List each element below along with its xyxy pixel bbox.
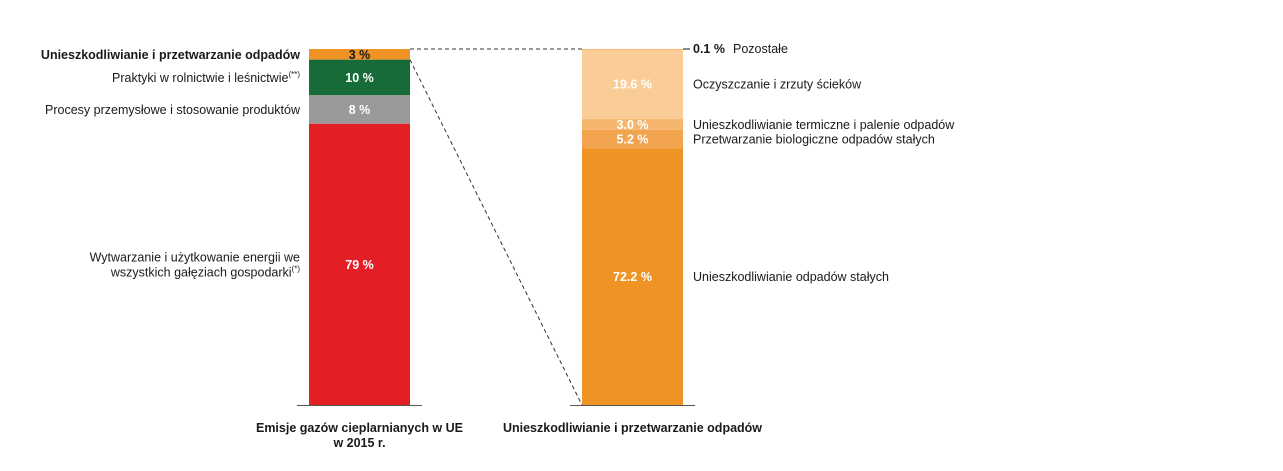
category-label: Oczyszczanie i zrzuty ścieków xyxy=(693,78,862,92)
connector-lines xyxy=(409,48,583,406)
data-label: 79 % xyxy=(345,258,374,272)
bar-captions: Emisje gazów cieplarnianych w UEw 2015 r… xyxy=(256,405,762,450)
x-axis-label: Unieszkodliwianie i przetwarzanie odpadó… xyxy=(503,421,762,435)
x-axis-label: w 2015 r. xyxy=(332,436,385,450)
bar-segment-wytwarzanie-i-uzytkowanie-energii-we-wszystkich-galeziach-gospodarki xyxy=(309,123,410,405)
category-label: Pozostałe xyxy=(733,42,788,56)
footnote-marker: (*) xyxy=(292,264,301,273)
category-label: Przetwarzanie biologiczne odpadów stałyc… xyxy=(693,132,935,146)
right-stacked-bar: 0.1 % Pozostałe 19.6 % Oczyszczanie i zrzut… xyxy=(582,42,955,405)
category-label: Praktyki w rolnictwie i leśnictwie(**) xyxy=(112,70,300,85)
data-label: 3.0 % xyxy=(617,118,649,132)
footnote-marker: (**) xyxy=(288,70,300,79)
category-label: Procesy przemysłowe i stosowanie produkt… xyxy=(45,103,301,117)
bar-segment-oczyszczanie-i-zrzuty-sciekow xyxy=(582,49,683,120)
data-label: 10 % xyxy=(345,71,374,85)
bar-segment-przetwarzanie-biologiczne-odpadow-stalych xyxy=(582,129,683,149)
data-label: 3 % xyxy=(349,48,371,62)
bar-segment-unieszkodliwianie-odpadow-stalych xyxy=(582,148,683,405)
connector-line-bottom xyxy=(409,59,583,406)
category-label: Unieszkodliwianie i przetwarzanie odpadó… xyxy=(41,48,300,62)
bar-segment-praktyki-w-rolnictwie-i-lesnictwie xyxy=(309,59,410,96)
bar-segment-unieszkodliwianie-termiczne-i-palenie-odpadow xyxy=(582,119,683,130)
data-label: 0.1 % xyxy=(693,42,725,56)
bar-segment-procesy-przemyslowe-i-stosowanie-produktow xyxy=(309,95,410,124)
category-label: wszystkich gałęziach gospodarki(*) xyxy=(110,264,300,279)
bar-segment-unieszkodliwianie-i-przetwarzanie-odpadow xyxy=(309,49,410,60)
x-axis-label: Emisje gazów cieplarnianych w UE xyxy=(256,421,463,435)
category-label: Wytwarzanie i użytkowanie energii we xyxy=(90,250,300,264)
category-label: Unieszkodliwianie odpadów stałych xyxy=(693,270,889,284)
data-label: 8 % xyxy=(349,103,371,117)
left-stacked-bar: 3 % Unieszkodliwianie i przetwarzanie odp… xyxy=(41,48,410,405)
data-label: 72.2 % xyxy=(613,270,652,284)
data-label: 19.6 % xyxy=(613,78,652,92)
data-label: 5.2 % xyxy=(617,132,649,146)
category-label: Unieszkodliwianie termiczne i palenie od… xyxy=(693,118,955,132)
